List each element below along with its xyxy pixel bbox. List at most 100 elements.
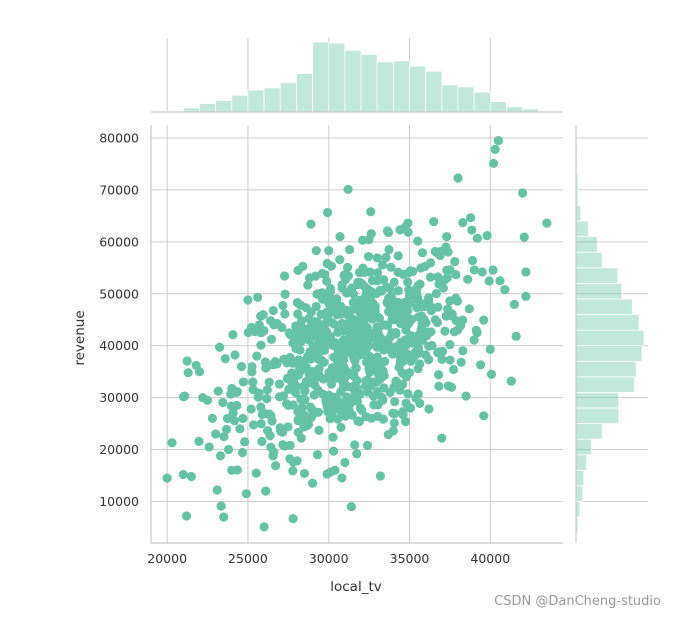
scatter-point	[303, 419, 314, 429]
right-hist-bar	[575, 251, 603, 269]
scatter-point	[423, 327, 433, 337]
scatter-point	[447, 309, 457, 319]
scatter-point	[458, 346, 468, 356]
scatter-point	[227, 383, 237, 394]
scatter-point	[362, 375, 373, 385]
scatter-point	[384, 244, 394, 255]
scatter-point	[390, 397, 400, 407]
scatter-point	[316, 355, 327, 365]
right-hist-bar	[575, 205, 582, 222]
scatter-point	[237, 447, 248, 458]
scatter-point	[469, 265, 479, 275]
scatter-point	[404, 268, 414, 278]
scatter-point	[278, 300, 288, 311]
right-hist-bar	[575, 314, 640, 331]
scatter-point	[461, 391, 471, 401]
scatter-point	[238, 413, 248, 424]
right-hist-bar	[575, 282, 623, 300]
right-hist-bar	[575, 298, 633, 315]
scatter-point	[427, 340, 437, 351]
scatter-point	[274, 379, 285, 389]
scatter-point	[331, 392, 341, 402]
right-hist-bar	[575, 376, 635, 393]
scatter-point	[377, 392, 387, 402]
scatter-point	[265, 431, 275, 441]
scatter-point	[292, 298, 302, 308]
scatter-point	[305, 378, 316, 388]
scatter-point	[415, 348, 425, 358]
scatter-point	[215, 451, 226, 461]
scatter-point	[456, 320, 466, 331]
scatter-point	[361, 412, 371, 422]
top-hist-bar	[376, 61, 394, 113]
scatter-point	[314, 425, 324, 435]
scatter-point	[340, 457, 350, 468]
scatter-point	[256, 402, 266, 412]
scatter-point	[256, 340, 266, 350]
scatter-point	[282, 358, 292, 368]
scatter-point	[413, 236, 423, 246]
scatter-point	[324, 246, 334, 256]
y-tick-label: 30000	[99, 390, 139, 405]
scatter-point	[375, 471, 386, 481]
right-hist-bar	[575, 469, 585, 487]
scatter-point	[379, 383, 389, 393]
scatter-point	[453, 173, 463, 183]
right-hist-bar	[575, 485, 584, 502]
scatter-point	[350, 440, 360, 450]
top-hist-bar	[279, 82, 297, 113]
scatter-point	[401, 340, 411, 350]
y-tick-label: 20000	[99, 442, 139, 457]
scatter-point	[434, 279, 444, 289]
scatter-point	[401, 325, 411, 335]
scatter-point	[279, 271, 290, 281]
scatter-point	[226, 401, 237, 411]
top-hist-bar	[296, 72, 313, 113]
scatter-point	[207, 413, 217, 423]
scatter-point	[298, 261, 308, 271]
scatter-point	[437, 354, 447, 365]
scatter-point	[247, 362, 257, 372]
scatter-point	[306, 219, 316, 229]
right-hist-bar	[575, 392, 620, 409]
scatter-point	[269, 320, 279, 330]
scatter-point	[400, 297, 410, 307]
scatter-point	[238, 377, 248, 387]
scatter-point	[338, 377, 348, 387]
scatter-point	[450, 256, 460, 267]
scatter-point	[445, 296, 455, 306]
scatter-point	[429, 216, 439, 227]
scatter-point	[472, 233, 482, 243]
scatter-point	[220, 354, 230, 364]
scatter-point	[389, 382, 399, 392]
scatter-point	[251, 468, 261, 478]
scatter-point	[299, 468, 310, 479]
scatter-point	[398, 406, 408, 417]
scatter-point	[437, 433, 447, 443]
scatter-point	[248, 377, 258, 387]
scatter-point	[395, 351, 405, 361]
scatter-point	[393, 251, 403, 261]
scatter-point	[355, 403, 366, 413]
scatter-point	[415, 398, 425, 409]
scatter-point	[416, 263, 426, 273]
scatter-point	[257, 436, 267, 447]
scatter-point	[215, 342, 225, 352]
scatter-point	[307, 478, 318, 488]
scatter-point	[266, 334, 277, 344]
scatter-point	[376, 334, 386, 344]
scatter-point	[349, 299, 360, 309]
scatter-point	[416, 302, 427, 312]
scatter-point	[486, 369, 497, 379]
scatter-point	[333, 358, 344, 368]
scatter-point	[393, 267, 403, 277]
scatter-point	[280, 289, 290, 299]
scatter-point	[357, 279, 367, 289]
scatter-point	[391, 327, 401, 338]
scatter-point	[348, 368, 359, 378]
scatter-point	[271, 461, 281, 471]
scatter-point	[294, 330, 304, 340]
scatter-point	[485, 344, 495, 354]
scatter-point	[288, 379, 298, 389]
scatter-point	[413, 389, 423, 399]
